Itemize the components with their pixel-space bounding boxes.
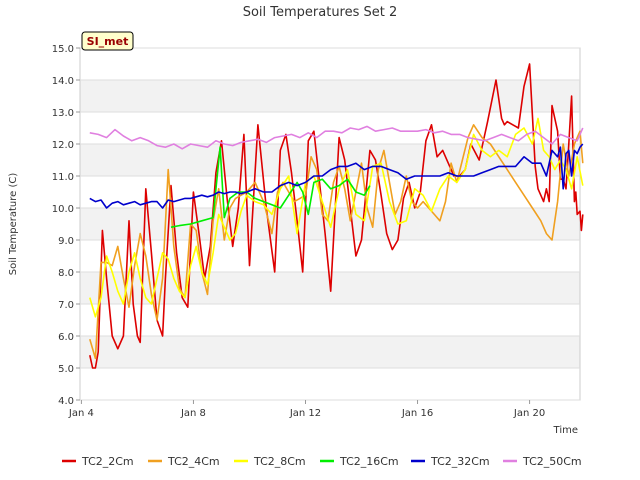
x-tick-label: Jan 8 (180, 408, 206, 419)
grid-band (80, 144, 580, 176)
legend-item: TC2_8Cm (234, 455, 306, 468)
y-tick-label: 14.0 (52, 76, 74, 87)
legend-item: TC2_16Cm (320, 455, 399, 468)
y-tick-label: 7.0 (58, 300, 74, 311)
grid-band (80, 368, 580, 400)
y-tick-label: 6.0 (58, 332, 74, 343)
series-line-tc2-50cm (89, 125, 584, 150)
y-tick-label: 8.0 (58, 268, 74, 279)
legend-label: TC2_8Cm (253, 455, 306, 468)
legend-item: TC2_2Cm (62, 455, 134, 468)
y-tick-label: 9.0 (58, 236, 74, 247)
y-tick-label: 4.0 (58, 396, 74, 407)
y-axis-label: Soil Temperature (C) (8, 173, 19, 276)
grid-band (80, 112, 580, 144)
x-tick-label: Jan 4 (68, 408, 94, 419)
y-tick-label: 11.0 (52, 172, 74, 183)
y-tick-label: 15.0 (52, 44, 74, 55)
badge-label: SI_met (87, 35, 129, 48)
legend-item: TC2_32Cm (411, 455, 490, 468)
series-line-tc2-32cm (89, 143, 584, 209)
badge-box (81, 31, 134, 51)
grid-band (80, 240, 580, 272)
legend: TC2_2Cm TC2_4Cm TC2_8Cm TC2_16Cm TC2_32Cm TC2… (62, 455, 582, 468)
x-axis-label: Time (553, 425, 578, 436)
x-tick-label: Jan 12 (289, 408, 321, 419)
legend-item: TC2_4Cm (148, 455, 220, 468)
grid-band (80, 80, 580, 112)
series-line-tc2-16cm (170, 146, 371, 228)
legend-item: TC2_50Cm (503, 455, 582, 468)
y-tick-label: 12.0 (52, 140, 74, 151)
grid-band (80, 336, 580, 368)
y-tick-label: 10.0 (52, 204, 74, 215)
series-lines (89, 63, 584, 369)
x-tick-label: Jan 16 (401, 408, 433, 419)
grid-band (80, 48, 580, 80)
legend-label: TC2_16Cm (339, 455, 399, 468)
legend-label: TC2_32Cm (430, 455, 490, 468)
series-line-tc2-4cm (89, 124, 584, 360)
y-tick-label: 13.0 (52, 108, 74, 119)
x-axis: Jan 4 Jan 8 Jan 12 Jan 16 Jan 20 (68, 400, 545, 419)
chart-title: Soil Temperatures Set 2 (243, 5, 398, 20)
instrument-badge: SI_met (81, 31, 134, 51)
legend-label: TC2_50Cm (522, 455, 582, 468)
y-axis: 4.0 5.0 6.0 7.0 8.0 9.0 10.0 11.0 12.0 13.0 14.0 15… (52, 44, 580, 407)
x-tick-label: Jan 20 (513, 408, 545, 419)
y-tick-label: 5.0 (58, 364, 74, 375)
legend-label: TC2_2Cm (81, 455, 134, 468)
legend-label: TC2_4Cm (167, 455, 220, 468)
series-line-tc2-2cm (89, 63, 584, 369)
